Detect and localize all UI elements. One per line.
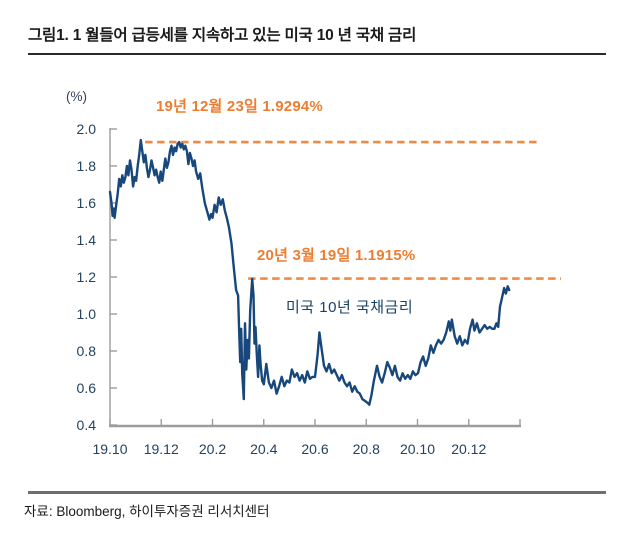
x-tick-label: 20.8 bbox=[352, 441, 380, 457]
x-tick-label: 20.12 bbox=[451, 441, 487, 457]
x-tick-label: 20.6 bbox=[301, 441, 329, 457]
y-tick-label: 1.4 bbox=[76, 232, 96, 248]
y-tick-label: 0.8 bbox=[76, 343, 96, 359]
x-tick-label: 19.12 bbox=[143, 441, 179, 457]
x-tick-label: 20.2 bbox=[198, 441, 227, 457]
title-divider bbox=[28, 53, 606, 55]
y-tick-label: 1.8 bbox=[76, 158, 96, 174]
x-tick-label: 20.10 bbox=[399, 441, 436, 457]
y-tick-label: 2.0 bbox=[76, 121, 96, 137]
yield-line-series bbox=[108, 138, 511, 406]
annotation-mar-level: 20년 3월 19일 1.1915% bbox=[257, 247, 416, 264]
y-tick-label: 1.2 bbox=[76, 269, 96, 285]
x-tick-label: 20.4 bbox=[250, 441, 278, 457]
series-label: 미국 10년 국채금리 bbox=[286, 299, 414, 316]
y-axis-unit-label: (%) bbox=[66, 89, 87, 104]
x-tick-label: 19.10 bbox=[92, 441, 128, 457]
footer-divider bbox=[28, 491, 606, 494]
figure-title: 그림1. 1 월들어 급등세를 지속하고 있는 미국 10 년 국채 금리 bbox=[28, 27, 417, 44]
y-tick-label: 0.4 bbox=[76, 417, 96, 433]
annotation-dec-peak: 19년 12월 23일 1.9294% bbox=[156, 98, 323, 115]
source-note: 자료: Bloomberg, 하이투자증권 리서치센터 bbox=[24, 504, 270, 519]
y-tick-label: 1.6 bbox=[76, 195, 96, 211]
y-tick-label: 1.0 bbox=[76, 306, 96, 322]
y-tick-label: 0.6 bbox=[76, 380, 96, 396]
